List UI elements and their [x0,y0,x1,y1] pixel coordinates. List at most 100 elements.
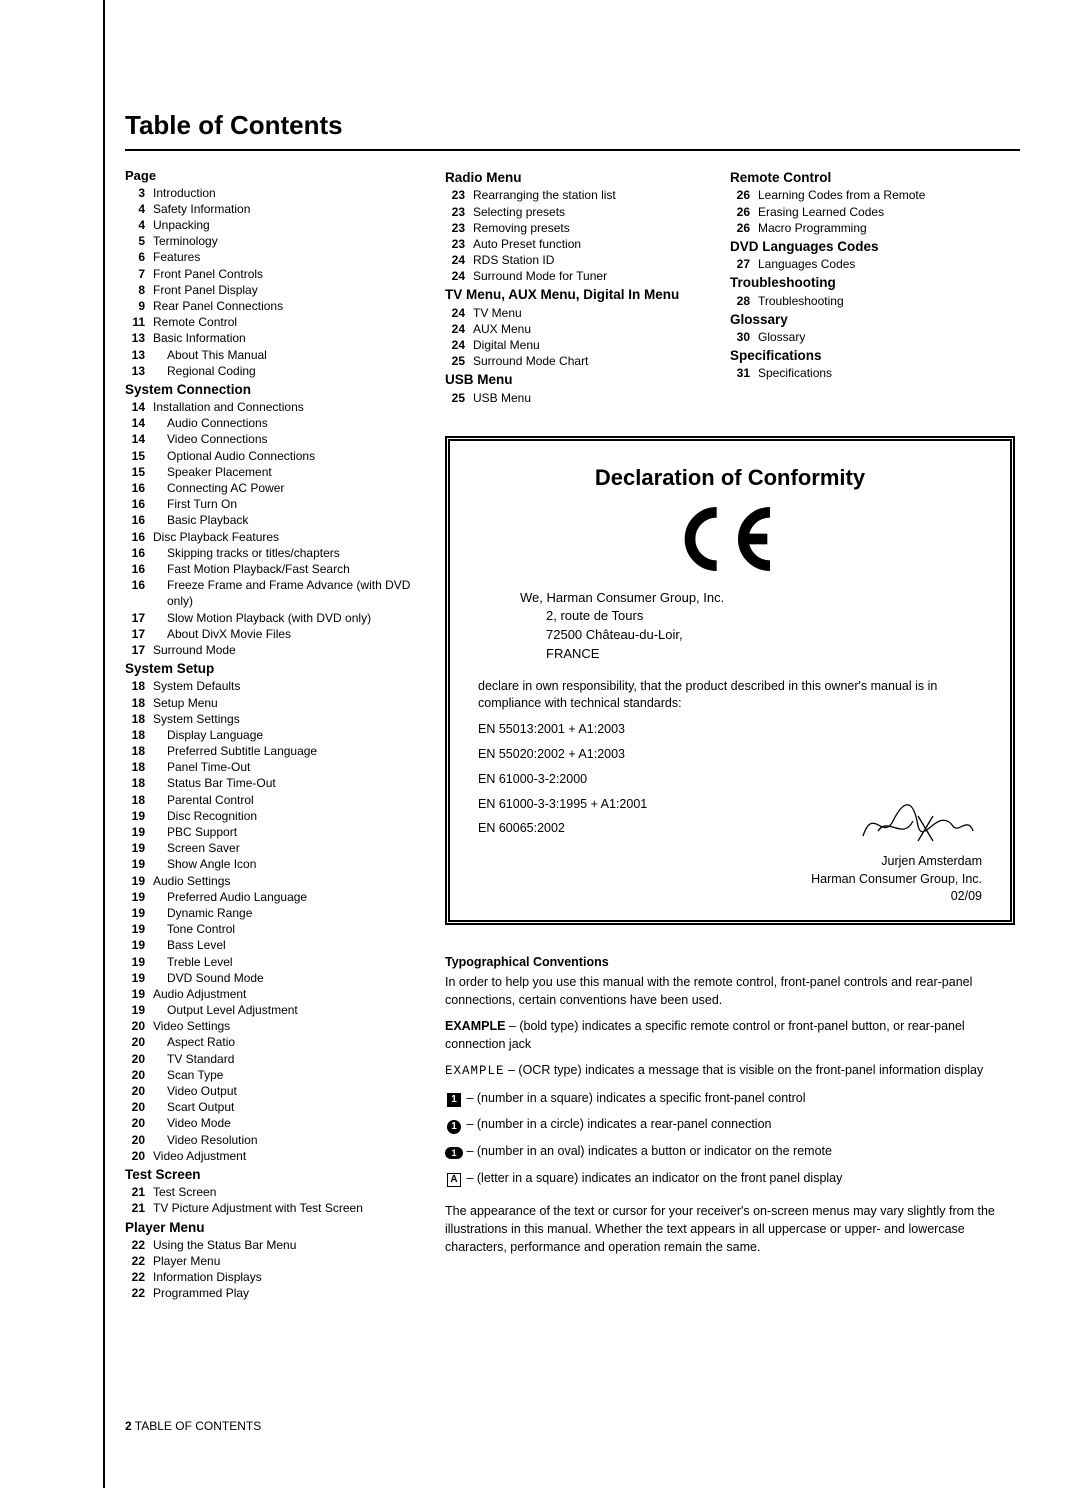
ce-mark-icon [478,499,982,579]
toc-entry-text: Audio Adjustment [153,986,415,1002]
toc-line: 20Video Adjustment [125,1148,415,1164]
toc-line: 24TV Menu [445,305,700,321]
toc-entry-text: Panel Time-Out [153,759,415,775]
toc-page-number: 23 [445,204,465,220]
toc-entry-text: Digital Menu [473,337,700,353]
number-square-icon: 1 [445,1089,463,1107]
toc-line: 21Test Screen [125,1184,415,1200]
example-ocr-text: – (OCR type) indicates a message that is… [505,1063,984,1077]
declaration-title: Declaration of Conformity [478,463,982,493]
toc-entry-text: Parental Control [153,792,415,808]
toc-line: 23Auto Preset function [445,236,700,252]
toc-page-number: 18 [125,759,145,775]
toc-page-number: 22 [125,1237,145,1253]
toc-entry-text: About DivX Movie Files [153,626,415,642]
toc-entry-text: Slow Motion Playback (with DVD only) [153,610,415,626]
toc-page-number: 17 [125,626,145,642]
toc-line: 18Status Bar Time-Out [125,775,415,791]
toc-line: 26Learning Codes from a Remote [730,187,1000,203]
toc-line: 19DVD Sound Mode [125,970,415,986]
toc-entry-text: TV Menu [473,305,700,321]
toc-entry-text: Disc Recognition [153,808,415,824]
toc-section-heading: Specifications [730,347,1000,365]
col3-sections: Remote Control26Learning Codes from a Re… [730,169,1000,381]
toc-page-number: 26 [730,187,750,203]
toc-entry-text: Surround Mode [153,642,415,658]
toc-page-number: 16 [125,561,145,577]
decl-std-1: EN 55020:2002 + A1:2003 [478,746,982,763]
toc-line: 19Bass Level [125,937,415,953]
toc-page-number: 20 [125,1132,145,1148]
toc-entry-text: Connecting AC Power [153,480,415,496]
toc-entry-text: Information Displays [153,1269,415,1285]
toc-line: 20Aspect Ratio [125,1034,415,1050]
toc-entry-text: Video Resolution [153,1132,415,1148]
toc-column-2: Radio Menu23Rearranging the station list… [445,167,700,406]
content-columns: Page 3Introduction4Safety Information4Un… [125,167,1020,1301]
conventions-block: Typographical Conventions In order to he… [445,953,1015,1264]
toc-entry-text: Basic Information [153,330,415,346]
toc-entry-text: Video Connections [153,431,415,447]
toc-line: 20Video Settings [125,1018,415,1034]
toc-line: 15Speaker Placement [125,464,415,480]
toc-entry-text: Programmed Play [153,1285,415,1301]
toc-page-number: 19 [125,937,145,953]
vertical-rule [103,0,105,1488]
toc-line: 19Preferred Audio Language [125,889,415,905]
toc-entry-text: Disc Playback Features [153,529,415,545]
toc-section-heading: Glossary [730,311,1000,329]
toc-page-number: 16 [125,512,145,528]
toc-page-number: 20 [125,1034,145,1050]
toc-page-number: 20 [125,1018,145,1034]
toc-page-number: 19 [125,824,145,840]
let-text: – (letter in a square) indicates an indi… [463,1171,842,1185]
toc-page-number: 16 [125,545,145,561]
decl-addr3: FRANCE [520,645,982,664]
toc-entry-text: Auto Preset function [473,236,700,252]
toc-entry-text: DVD Sound Mode [153,970,415,986]
toc-entry-text: Front Panel Display [153,282,415,298]
toc-entry-text: Scart Output [153,1099,415,1115]
toc-entry-text: Optional Audio Connections [153,448,415,464]
toc-entry-text: Using the Status Bar Menu [153,1237,415,1253]
toc-page-number: 20 [125,1083,145,1099]
toc-page-number: 24 [445,252,465,268]
oval-text: – (number in an oval) indicates a button… [463,1144,832,1158]
toc-section-heading: USB Menu [445,371,700,389]
toc-entry-text: Dynamic Range [153,905,415,921]
toc-page-number: 27 [730,256,750,272]
toc-line: 26Erasing Learned Codes [730,204,1000,220]
toc-line: 24RDS Station ID [445,252,700,268]
circ-text: – (number in a circle) indicates a rear-… [463,1117,772,1131]
toc-section-heading: DVD Languages Codes [730,238,1000,256]
page-heading: Page [125,167,415,185]
toc-entry-text: Video Mode [153,1115,415,1131]
conventions-intro: In order to help you use this manual wit… [445,973,1015,1009]
toc-entry-text: Selecting presets [473,204,700,220]
toc-page-number: 25 [445,390,465,406]
toc-entry-text: Player Menu [153,1253,415,1269]
toc-entry-text: Basic Playback [153,512,415,528]
toc-page-number: 22 [125,1269,145,1285]
right-stack: Radio Menu23Rearranging the station list… [445,167,1015,1301]
toc-line: 19Audio Adjustment [125,986,415,1002]
toc-line: 16Freeze Frame and Frame Advance (with D… [125,577,415,609]
signature-icon [858,786,978,860]
toc-page-number: 18 [125,775,145,791]
toc-line: 20Scart Output [125,1099,415,1115]
toc-entry-text: Features [153,249,415,265]
col2-sections: Radio Menu23Rearranging the station list… [445,169,700,406]
toc-page-number: 9 [125,298,145,314]
toc-entry-text: Fast Motion Playback/Fast Search [153,561,415,577]
toc-line: 18Setup Menu [125,695,415,711]
toc-page-number: 14 [125,431,145,447]
toc-entry-text: Front Panel Controls [153,266,415,282]
toc-entry-text: Surround Mode for Tuner [473,268,700,284]
toc-page-number: 16 [125,529,145,545]
toc-line: 30Glossary [730,329,1000,345]
toc-line: 17Slow Motion Playback (with DVD only) [125,610,415,626]
toc-line: 22Programmed Play [125,1285,415,1301]
toc-section-heading: Troubleshooting [730,274,1000,292]
toc-page-number: 30 [730,329,750,345]
toc-line: 4Unpacking [125,217,415,233]
